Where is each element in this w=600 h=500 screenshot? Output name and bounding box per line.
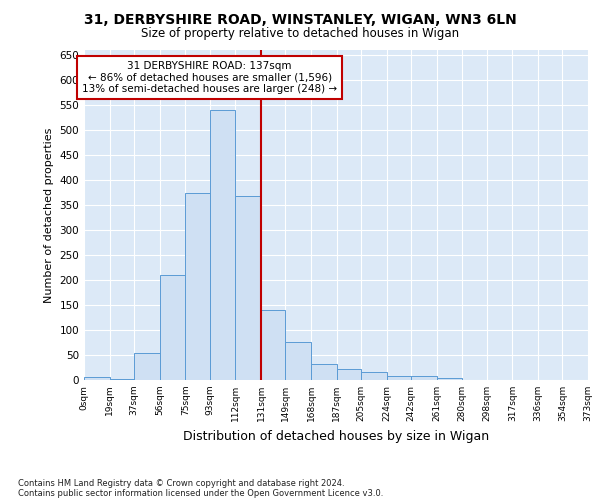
Bar (134, 352, 160, 380)
Bar (84, 376, 110, 380)
Bar (235, 196, 261, 380)
Bar (209, 110, 235, 380)
Bar (286, 342, 311, 380)
Text: 31 DERBYSHIRE ROAD: 137sqm
← 86% of detached houses are smaller (1,596)
13% of s: 31 DERBYSHIRE ROAD: 137sqm ← 86% of deta… (82, 61, 337, 94)
Bar (311, 364, 337, 380)
Bar (437, 378, 463, 380)
X-axis label: Distribution of detached houses by size in Wigan: Distribution of detached houses by size … (183, 430, 489, 442)
Bar (361, 372, 386, 380)
Text: Contains public sector information licensed under the Open Government Licence v3: Contains public sector information licen… (18, 488, 383, 498)
Bar (261, 310, 286, 380)
Bar (160, 275, 185, 380)
Bar (386, 376, 411, 380)
Bar (110, 379, 134, 380)
Bar (185, 192, 209, 380)
Y-axis label: Number of detached properties: Number of detached properties (44, 128, 54, 302)
Bar (411, 376, 437, 380)
Text: Contains HM Land Registry data © Crown copyright and database right 2024.: Contains HM Land Registry data © Crown c… (18, 478, 344, 488)
Text: 31, DERBYSHIRE ROAD, WINSTANLEY, WIGAN, WN3 6LN: 31, DERBYSHIRE ROAD, WINSTANLEY, WIGAN, … (83, 12, 517, 26)
Text: Size of property relative to detached houses in Wigan: Size of property relative to detached ho… (141, 28, 459, 40)
Bar (337, 369, 361, 380)
